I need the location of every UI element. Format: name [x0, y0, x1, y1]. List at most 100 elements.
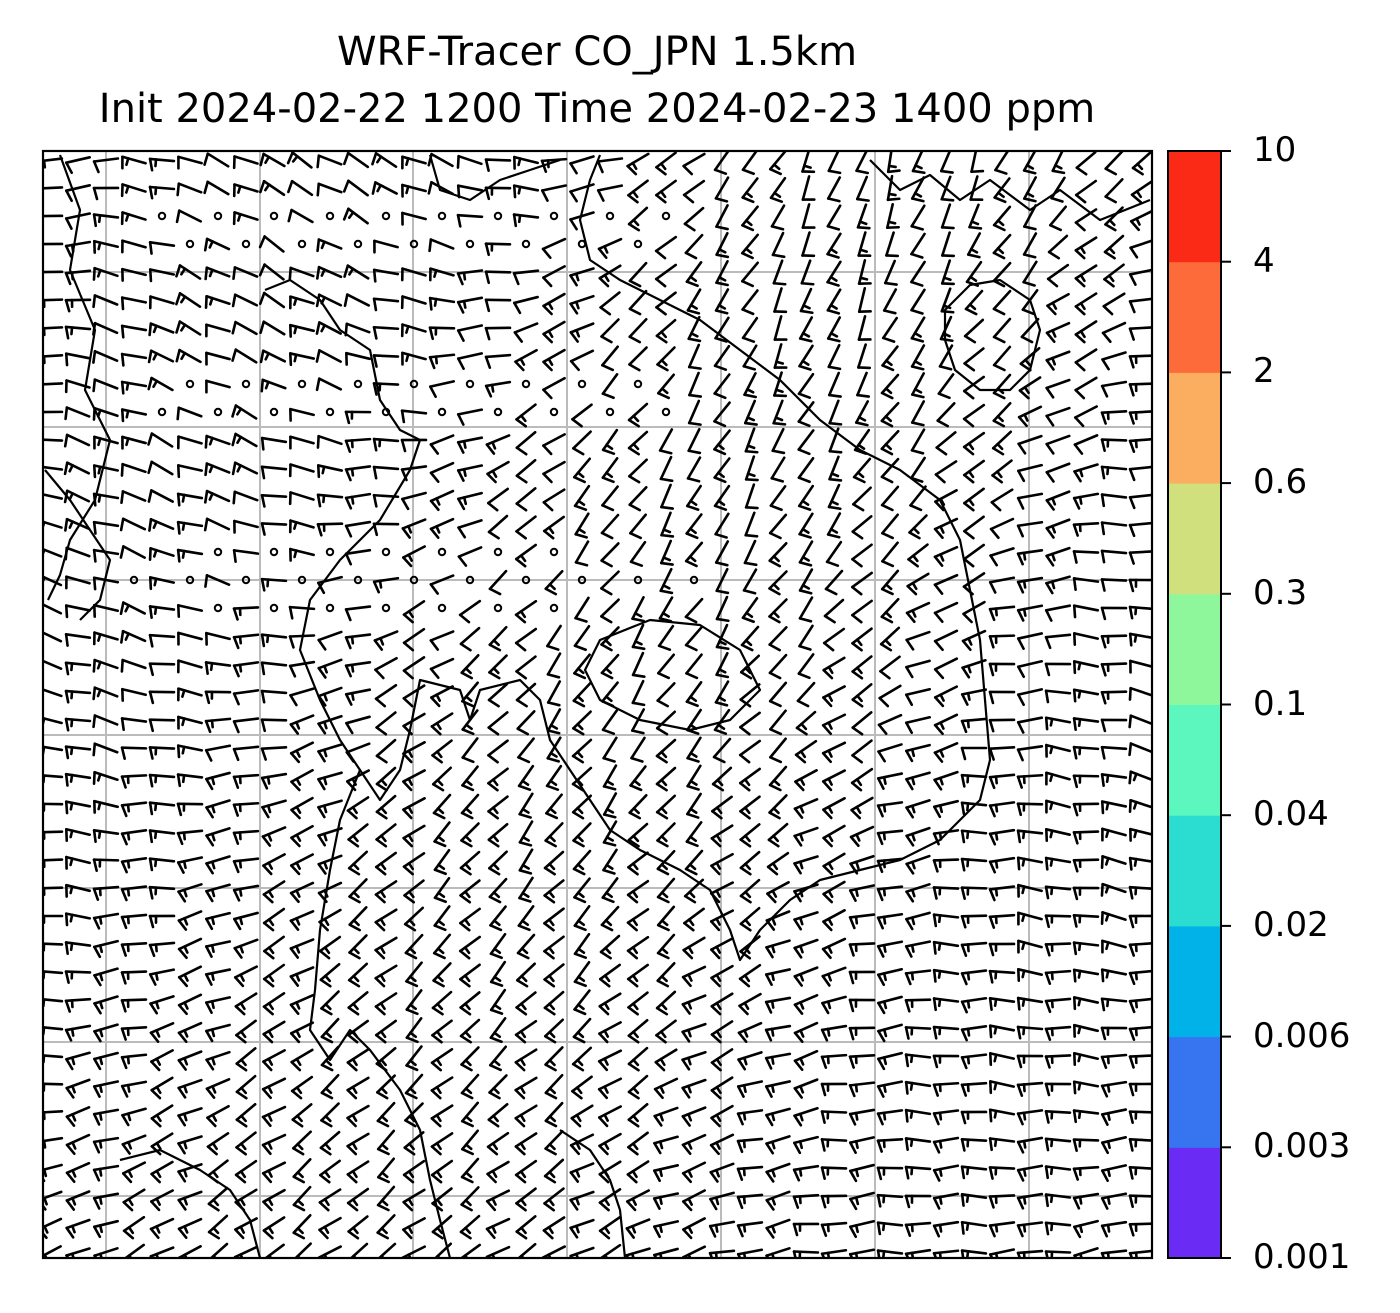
wind-barb: [710, 992, 734, 1016]
wind-barb: [120, 913, 148, 930]
wind-barb: [598, 1132, 622, 1156]
wind-barb: [602, 764, 618, 791]
wind-barb: [961, 629, 987, 652]
wind-barb: [599, 291, 621, 316]
wind-barb: [876, 885, 904, 902]
wind-barb: [544, 569, 564, 596]
wind-barb: [93, 995, 119, 1015]
wind-barb: [542, 515, 566, 540]
wind-barb: [932, 1220, 960, 1238]
wind-barb: [857, 343, 872, 370]
wind-barb: [1072, 802, 1100, 817]
wind-barb: [1128, 742, 1152, 757]
wind-barb: [686, 708, 702, 735]
wind-barb: [120, 970, 148, 985]
wind-barb: [456, 154, 483, 169]
wind-barb: [601, 373, 619, 400]
wind-barb: [1044, 856, 1072, 871]
wind-barb: [203, 180, 230, 196]
wind-barb: [988, 1194, 1016, 1209]
wind-barb: [654, 235, 678, 260]
wind-barb: [484, 326, 512, 341]
wind-barb: [205, 911, 231, 931]
wind-barb: [517, 905, 535, 932]
wind-barb: [1045, 434, 1071, 455]
wind-barb: [905, 659, 931, 679]
wind-barb: [92, 885, 120, 901]
wind-barb: [797, 429, 815, 456]
wind-barb: [1128, 605, 1152, 620]
wind-barb: [793, 798, 819, 819]
wind-barb: [793, 883, 819, 903]
wind-barb: [1016, 604, 1044, 622]
wind-barb: [1072, 830, 1100, 845]
wind-barb: [1050, 176, 1066, 203]
calm-wind-circle: [353, 379, 363, 389]
wind-barb: [764, 996, 792, 1014]
wind-barb: [433, 848, 451, 876]
wind-barb: [65, 575, 91, 590]
wind-barb: [768, 541, 788, 568]
wind-barb: [1100, 800, 1128, 815]
wind-barb: [938, 344, 954, 371]
wind-barb: [627, 991, 649, 1016]
wind-barb: [743, 372, 758, 399]
wind-barb: [1017, 434, 1043, 455]
colorbar-tick-label: 0.3: [1253, 572, 1308, 613]
wind-barb: [1044, 1110, 1072, 1124]
wind-barb: [850, 796, 874, 820]
wind-barb: [820, 1138, 848, 1152]
wind-barb: [119, 545, 146, 559]
wind-barb: [1128, 798, 1152, 813]
wind-barb: [64, 406, 91, 421]
wind-barb: [346, 1187, 370, 1212]
colorbar-tick-label: 0.006: [1253, 1015, 1351, 1056]
wind-barb: [904, 998, 932, 1013]
wind-barb: [43, 774, 64, 784]
wind-barb: [346, 1048, 370, 1072]
calm-wind-circle: [549, 603, 559, 613]
wind-barb: [541, 1245, 567, 1258]
wind-barb: [433, 821, 451, 848]
wind-barb: [1044, 1165, 1072, 1180]
wind-barb: [848, 1108, 876, 1126]
wind-barb: [739, 683, 761, 708]
wind-barb: [43, 465, 64, 471]
wind-barb: [826, 316, 842, 343]
wind-barb: [1128, 1249, 1152, 1258]
wind-barb: [260, 436, 288, 451]
wind-barb: [205, 883, 231, 903]
wind-barb: [546, 708, 562, 735]
wind-barb: [569, 294, 595, 315]
wind-barb: [316, 265, 343, 280]
wind-barb: [176, 829, 204, 846]
wind-barb: [962, 375, 986, 400]
wind-barb: [260, 633, 288, 648]
wind-barb: [599, 963, 621, 988]
wind-barb: [544, 822, 564, 848]
wind-barb: [121, 435, 147, 450]
wind-barb: [177, 937, 203, 960]
wind-barb: [177, 155, 203, 170]
wind-barb: [571, 1075, 593, 1100]
wind-barb: [92, 321, 119, 336]
wind-barb: [401, 518, 427, 539]
wind-barb: [627, 1131, 649, 1156]
wind-barb: [932, 1136, 960, 1154]
coastline-central-south: [308, 769, 452, 1258]
wind-barb: [289, 295, 315, 310]
calm-wind-circle: [465, 379, 475, 389]
wind-barb: [768, 653, 788, 680]
calm-wind-circle: [185, 575, 195, 585]
wind-barb: [343, 264, 370, 280]
wind-barb: [514, 543, 538, 568]
wind-barb: [234, 1159, 258, 1184]
wind-barb: [905, 883, 931, 903]
wind-barb: [713, 429, 731, 456]
wind-barb: [768, 626, 788, 652]
wind-barb: [988, 1080, 1016, 1095]
wind-barb: [232, 689, 260, 706]
wind-barb: [43, 157, 64, 174]
wind-barb: [514, 599, 538, 624]
wind-barb: [932, 1025, 960, 1040]
